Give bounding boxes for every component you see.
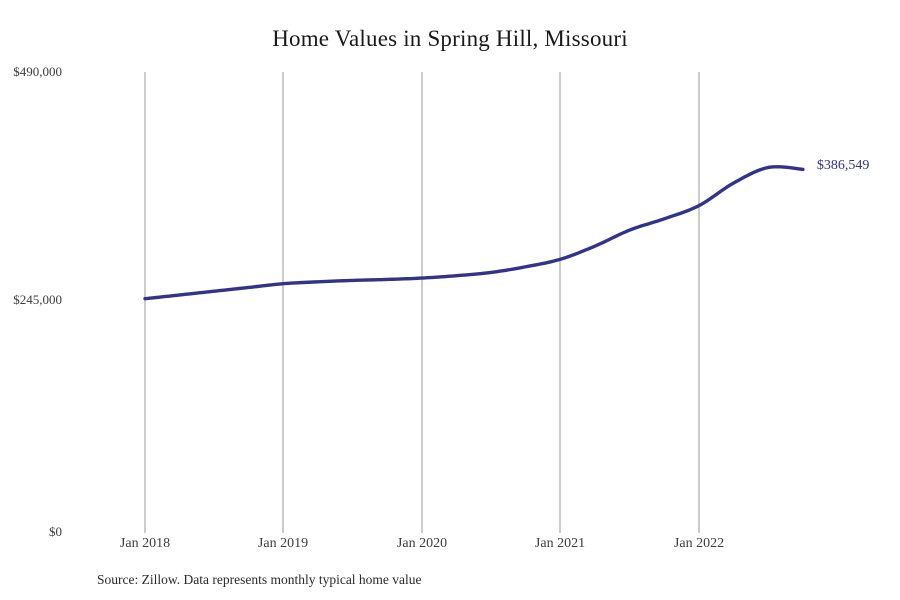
x-axis-tick-jan-2021: Jan 2021 bbox=[534, 536, 586, 551]
chart-title: Home Values in Spring Hill, Missouri bbox=[272, 26, 628, 51]
end-value-annotation: $386,549 bbox=[816, 158, 870, 174]
home-value-trend-line bbox=[143, 165, 805, 301]
x-axis-tick-jan-2018: Jan 2018 bbox=[119, 536, 171, 551]
source-note: Source: Zillow. Data represents monthly … bbox=[97, 572, 422, 587]
x-gridlines bbox=[144, 72, 700, 533]
y-axis-tick-top: $490,000 bbox=[13, 64, 62, 79]
x-axis-tick-jan-2022: Jan 2022 bbox=[673, 536, 725, 551]
y-axis-tick-middle: $245,000 bbox=[13, 292, 62, 307]
x-axis-tick-jan-2019: Jan 2019 bbox=[257, 536, 309, 551]
y-axis-tick-bottom: $0 bbox=[49, 524, 62, 539]
x-axis-tick-jan-2020: Jan 2020 bbox=[396, 536, 448, 551]
